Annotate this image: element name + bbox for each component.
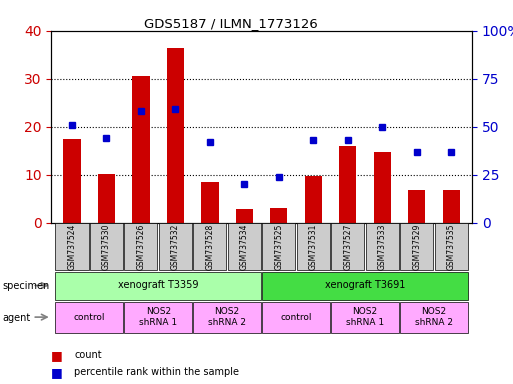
Text: NOS2
shRNA 1: NOS2 shRNA 1 [139, 308, 177, 327]
Bar [90, 223, 123, 270]
Bar [297, 223, 330, 270]
Bar [167, 48, 184, 223]
Text: agent: agent [3, 313, 31, 323]
Bar [262, 303, 330, 333]
Text: ■: ■ [51, 366, 63, 379]
Text: NOS2
shRNA 2: NOS2 shRNA 2 [208, 308, 246, 327]
Text: GSM737533: GSM737533 [378, 223, 387, 270]
Bar [124, 303, 192, 333]
Bar [373, 152, 391, 223]
Bar [305, 176, 322, 223]
Bar [443, 190, 460, 223]
Bar [228, 223, 261, 270]
Text: GSM737527: GSM737527 [343, 223, 352, 270]
Bar [400, 223, 433, 270]
Text: count: count [74, 350, 102, 360]
Text: NOS2
shRNA 2: NOS2 shRNA 2 [415, 308, 453, 327]
Text: percentile rank within the sample: percentile rank within the sample [74, 367, 240, 377]
Bar [366, 223, 399, 270]
Text: GSM737525: GSM737525 [274, 223, 283, 270]
Bar [339, 146, 357, 223]
Text: specimen: specimen [3, 281, 50, 291]
Bar [55, 272, 261, 300]
Bar [435, 223, 468, 270]
Text: xenograft T3359: xenograft T3359 [118, 280, 199, 290]
Bar [159, 223, 192, 270]
Bar [98, 174, 115, 223]
Text: GSM737532: GSM737532 [171, 223, 180, 270]
Bar [270, 208, 287, 223]
Bar [408, 190, 425, 223]
Text: GSM737529: GSM737529 [412, 223, 421, 270]
Text: GSM737535: GSM737535 [447, 223, 456, 270]
Bar [262, 272, 468, 300]
Bar [64, 139, 81, 223]
Text: GDS5187 / ILMN_1773126: GDS5187 / ILMN_1773126 [144, 17, 318, 30]
Bar [262, 223, 295, 270]
Bar [236, 209, 253, 223]
Text: GSM737534: GSM737534 [240, 223, 249, 270]
Bar [55, 223, 89, 270]
Bar [201, 182, 219, 223]
Text: control: control [73, 313, 105, 322]
Bar [193, 303, 261, 333]
Bar [124, 223, 157, 270]
Text: control: control [281, 313, 312, 322]
Bar [400, 303, 468, 333]
Text: GSM737528: GSM737528 [205, 223, 214, 270]
Bar [331, 223, 364, 270]
Text: GSM737526: GSM737526 [136, 223, 146, 270]
Bar [132, 76, 150, 223]
Bar [331, 303, 399, 333]
Bar [55, 303, 123, 333]
Text: xenograft T3691: xenograft T3691 [325, 280, 405, 290]
Bar [193, 223, 226, 270]
Text: NOS2
shRNA 1: NOS2 shRNA 1 [346, 308, 384, 327]
Text: ■: ■ [51, 349, 63, 362]
Text: GSM737530: GSM737530 [102, 223, 111, 270]
Text: GSM737524: GSM737524 [68, 223, 76, 270]
Text: GSM737531: GSM737531 [309, 223, 318, 270]
